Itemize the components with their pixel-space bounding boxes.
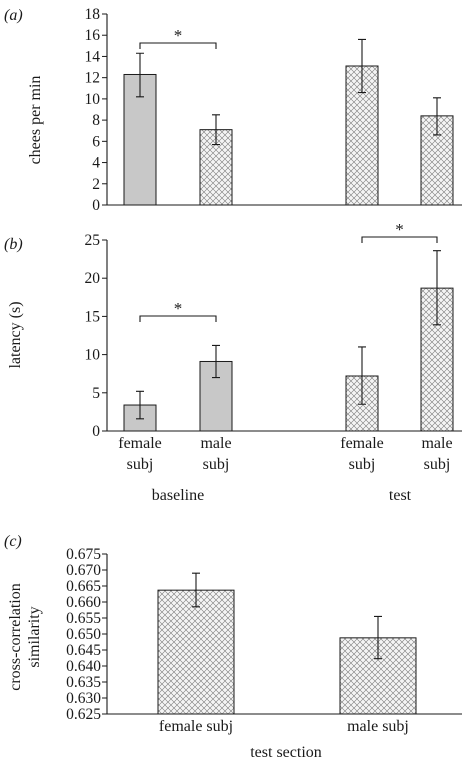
- panel-b-cat-label-line2: subj: [127, 456, 154, 473]
- y-tick-label: 0.650: [66, 626, 101, 643]
- panel-c-y-axis-label-line2: similarity: [26, 606, 43, 667]
- panel-b-y-ticks: 0 5 10 15 20 25: [85, 232, 107, 440]
- y-tick-label: 0.625: [66, 706, 101, 723]
- panel-c-y-axis-label-line1: cross-correlation: [7, 583, 24, 691]
- panel-a-error-bars: [136, 38, 441, 146]
- error-bar: [136, 52, 144, 98]
- panel-b-cat-label-line1: female: [118, 435, 162, 452]
- y-tick-label: 20: [85, 270, 101, 287]
- panel-b-cat-label-line2: subj: [349, 456, 376, 473]
- y-tick-label: 0.635: [66, 674, 101, 691]
- significance-star: *: [395, 220, 404, 239]
- y-tick-label: 0: [92, 423, 100, 440]
- panel-c-error-bars: [192, 572, 382, 660]
- panel-b-cat-label-line2: subj: [203, 456, 230, 473]
- y-tick-label: 0.630: [66, 690, 101, 707]
- panel-b-cat-label-line1: female: [340, 435, 384, 452]
- y-tick-label: 0: [92, 197, 100, 214]
- error-bar: [358, 346, 366, 405]
- y-tick-label: 0.675: [66, 546, 101, 563]
- y-tick-label: 15: [85, 308, 101, 325]
- panel-c-label: (c): [4, 533, 22, 550]
- panel-a-bars: [123, 65, 454, 206]
- y-tick-label: 0.655: [66, 610, 101, 627]
- error-bar: [374, 615, 382, 660]
- panel-a-label: (a): [4, 7, 23, 24]
- panel-c-y-ticks: 0.6250.6300.6350.6400.6450.6500.6550.660…: [66, 546, 107, 723]
- significance-bracket: [139, 315, 217, 322]
- error-bar: [358, 38, 366, 94]
- panel-b-cat-label-line2: subj: [424, 456, 451, 473]
- error-bar: [212, 114, 220, 146]
- y-tick-label: 25: [85, 232, 101, 249]
- y-tick-label: 12: [85, 70, 101, 87]
- panel-a-chart: (a) chees per min 0 2 4 6 8 10 12 14 16 18 *: [4, 6, 462, 214]
- panel-a-y-ticks: 0 2 4 6 8 10 12 14 16 18: [85, 6, 107, 214]
- significance-star: *: [174, 299, 183, 318]
- significance-star: *: [174, 26, 183, 45]
- panel-c-cat-label: male subj: [347, 718, 409, 735]
- panel-c-cat-label: female subj: [159, 718, 233, 735]
- panel-c-x-axis-label: test section: [250, 744, 322, 761]
- y-tick-label: 6: [92, 133, 100, 150]
- y-tick-label: 10: [85, 91, 101, 108]
- y-tick-label: 0.670: [66, 562, 101, 579]
- panel-b-y-axis-label: latency (s): [7, 301, 24, 368]
- y-tick-label: 8: [92, 112, 100, 129]
- panel-b-label: (b): [4, 236, 23, 253]
- bar: [157, 589, 235, 715]
- panel-b-group-label: baseline: [152, 487, 204, 504]
- panel-a-significance: *: [139, 26, 217, 49]
- panel-a-y-axis-label: chees per min: [27, 76, 44, 165]
- significance-bracket: [139, 42, 217, 49]
- panel-b-error-bars: [136, 250, 441, 420]
- error-bar: [192, 572, 200, 608]
- y-tick-label: 0.660: [66, 594, 101, 611]
- y-tick-label: 10: [85, 347, 101, 364]
- y-tick-label: 2: [92, 176, 100, 193]
- panel-b-significance: **: [139, 220, 438, 322]
- significance-bracket: [361, 236, 438, 243]
- panel-b-cat-label-line1: male: [200, 435, 231, 452]
- y-tick-label: 0.645: [66, 642, 101, 659]
- error-bar: [433, 97, 441, 136]
- y-tick-label: 18: [85, 6, 101, 23]
- error-bar: [136, 390, 144, 420]
- error-bar: [433, 250, 441, 326]
- panel-b-group-label: test: [389, 487, 412, 504]
- y-tick-label: 16: [85, 27, 101, 44]
- y-tick-label: 14: [85, 48, 101, 65]
- panel-c-bars: [157, 589, 417, 715]
- panel-c-chart: (c) cross-correlation similarity 0.6250.…: [4, 533, 462, 761]
- error-bar: [212, 344, 220, 379]
- panel-b-cat-label-line1: male: [421, 435, 452, 452]
- y-tick-label: 4: [92, 155, 100, 172]
- y-tick-label: 5: [92, 385, 100, 402]
- y-tick-label: 0.640: [66, 658, 101, 675]
- y-tick-label: 0.665: [66, 578, 101, 595]
